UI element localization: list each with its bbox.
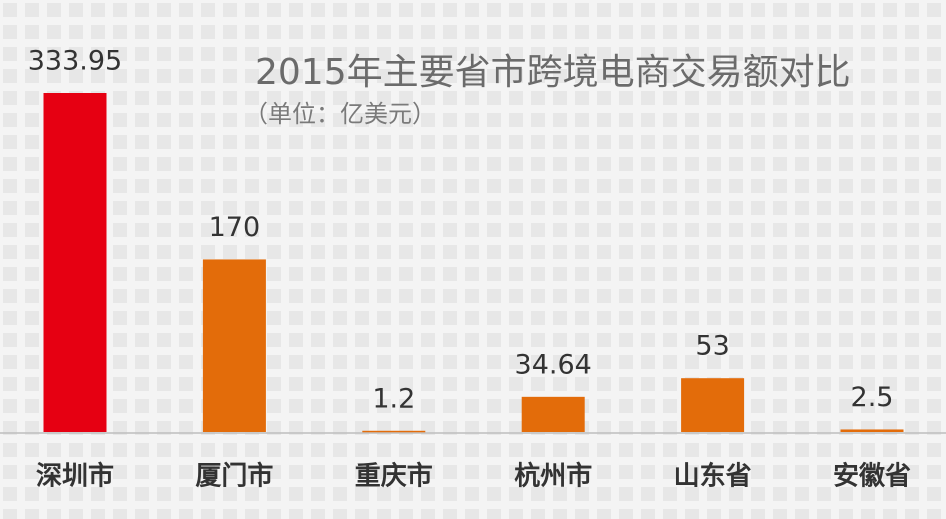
x-tick-label: 山东省 (674, 461, 752, 492)
x-tick-label: 厦门市 (195, 461, 273, 492)
chart-subtitle: （单位：亿美元） (244, 100, 436, 128)
bar (202, 259, 266, 432)
bar (362, 430, 426, 433)
x-tick-label: 深圳市 (36, 461, 114, 492)
chart-title: 2015年主要省市跨境电商交易额对比 (255, 52, 851, 93)
value-label: 2.5 (851, 382, 894, 413)
value-label: 1.2 (372, 383, 415, 414)
bar (521, 396, 585, 432)
x-tick-label: 杭州市 (514, 461, 592, 492)
bar (43, 93, 107, 432)
value-label: 170 (209, 212, 261, 243)
value-label: 53 (695, 331, 729, 362)
x-tick-label: 重庆市 (355, 461, 433, 492)
bar (681, 378, 745, 432)
x-tick-label: 安徽省 (833, 462, 911, 492)
value-label: 34.64 (515, 349, 592, 380)
bar (840, 429, 904, 432)
value-label: 333.95 (28, 46, 122, 77)
